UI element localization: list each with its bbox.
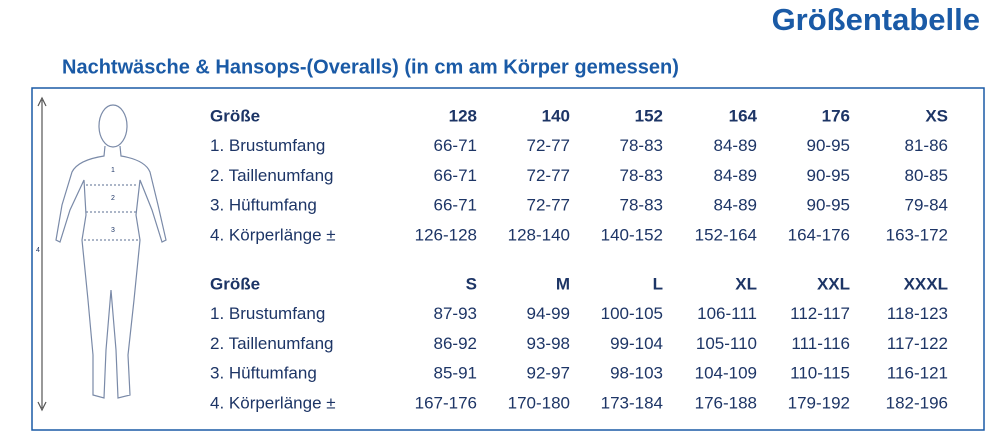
table-cell: 80-85 [905, 166, 948, 185]
table-header: XS [925, 106, 948, 125]
table-cell: 84-89 [714, 166, 757, 185]
table-cell: 84-89 [714, 136, 757, 155]
table-cell: 104-109 [695, 364, 757, 383]
table-cell: 81-86 [905, 136, 948, 155]
table-cell: 179-192 [788, 393, 850, 412]
title: Größentabelle [772, 2, 980, 37]
table-cell: 79-84 [905, 196, 948, 215]
table-cell: 84-89 [714, 196, 757, 215]
table-cell: 140-152 [601, 225, 663, 244]
table-cell: 110-115 [790, 364, 850, 383]
table-cell: 117-122 [887, 334, 948, 353]
table-cell: 100-105 [601, 304, 663, 323]
row-label: 3. Hüftumfang [210, 364, 317, 383]
table-cell: 92-97 [527, 364, 570, 383]
table-cell: 116-121 [887, 364, 948, 383]
table-header: XXXL [904, 274, 948, 293]
table-cell: 105-110 [696, 334, 757, 353]
table-cell: 93-98 [527, 334, 570, 353]
row-label: 4. Körperlänge ± [210, 225, 336, 244]
row-label: 1. Brustumfang [210, 304, 325, 323]
table-cell: 72-77 [527, 196, 570, 215]
figure [37, 96, 167, 412]
table-cell: 182-196 [886, 393, 948, 412]
row-label: 1. Brustumfang [210, 136, 325, 155]
table-cell: 112-117 [790, 304, 850, 323]
table-cell: 94-99 [527, 304, 570, 323]
table-cell: 106-111 [697, 304, 757, 323]
row-label: 4. Körperlänge ± [210, 393, 336, 412]
table-cell: 78-83 [620, 166, 663, 185]
table-header: 176 [822, 106, 850, 125]
table-cell: 98-103 [610, 364, 663, 383]
table-header: Größe [210, 106, 260, 125]
table-cell: 72-77 [527, 166, 570, 185]
table-header: 152 [635, 106, 663, 125]
table-header: XXL [817, 274, 850, 293]
row-label: 2. Taillenumfang [210, 334, 334, 353]
table-header: 140 [542, 106, 570, 125]
table-cell: 66-71 [434, 196, 477, 215]
row-label: 3. Hüftumfang [210, 196, 317, 215]
table-cell: 164-176 [788, 225, 850, 244]
frame [31, 87, 985, 431]
table-cell: 66-71 [434, 166, 477, 185]
table-cell: 126-128 [415, 225, 477, 244]
table-cell: 152-164 [695, 225, 757, 244]
figure-marker: 3 [111, 227, 115, 234]
table-header: M [556, 274, 570, 293]
figure-marker: 1 [111, 167, 115, 174]
table-cell: 176-188 [695, 393, 757, 412]
table-header: 164 [729, 106, 758, 125]
figure-marker: 2 [111, 195, 115, 202]
table-cell: 87-93 [434, 304, 477, 323]
table-cell: 163-172 [886, 225, 948, 244]
table-cell: 167-176 [415, 393, 477, 412]
table-cell: 78-83 [620, 196, 663, 215]
table-cell: 173-184 [601, 393, 663, 412]
table-cell: 86-92 [434, 334, 477, 353]
table-cell: 78-83 [620, 136, 663, 155]
table-header: S [466, 274, 477, 293]
table-header: L [653, 274, 663, 293]
table-cell: 111-116 [791, 334, 850, 353]
table-cell: 85-91 [434, 364, 477, 383]
table-cell: 170-180 [508, 393, 570, 412]
table-cell: 90-95 [807, 166, 850, 185]
table-header: XL [735, 274, 757, 293]
table-cell: 99-104 [610, 334, 663, 353]
table-cell: 118-123 [887, 304, 948, 323]
table-cell: 72-77 [527, 136, 570, 155]
figure-marker: 4 [36, 247, 40, 254]
table-header: 128 [449, 106, 477, 125]
table-cell: 128-140 [508, 225, 570, 244]
table-header: Größe [210, 274, 260, 293]
table-cell: 66-71 [434, 136, 477, 155]
table-cell: 90-95 [807, 196, 850, 215]
row-label: 2. Taillenumfang [210, 166, 334, 185]
subtitle: Nachtwäsche & Hansops-(Overalls) (in cm … [62, 56, 679, 78]
table-cell: 90-95 [807, 136, 850, 155]
